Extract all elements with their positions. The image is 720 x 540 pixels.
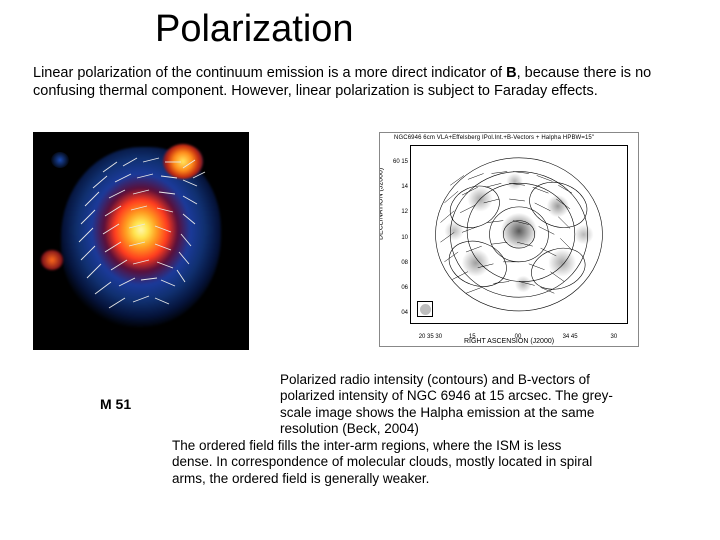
ngc-y-tick: 14 [401,184,408,190]
ngc-x-tick: 15 [469,334,476,340]
ngc-plot-area [410,145,628,324]
ngc-y-tick: 06 [401,285,408,291]
ngc-x-axis-label: RIGHT ASCENSION (J2000) [464,338,554,345]
ngc-x-tick: 30 [611,334,618,340]
m51-label: M 51 [100,396,131,412]
ngc-y-tick: 60 15 [393,159,408,165]
m51-polarization-vectors [33,132,249,350]
ngc-x-tick: 00 [515,334,522,340]
caption-line-3: scale image shows the Halpha emission at… [172,405,692,421]
ngc-plot-header: NGC6946 6cm VLA+Effelsberg IPol.Int.+B-V… [394,135,594,141]
intro-bold-B: B [506,65,516,81]
ngc-x-tick: 34 45 [563,334,578,340]
caption-line-5: The ordered field fills the inter-arm re… [172,438,692,454]
figures-row: NGC6946 6cm VLA+Effelsberg IPol.Int.+B-V… [33,132,639,350]
figure-ngc6946: NGC6946 6cm VLA+Effelsberg IPol.Int.+B-V… [379,132,639,347]
figure-m51 [33,132,249,350]
slide-title: Polarization [155,8,354,51]
ngc-y-tick: 08 [401,260,408,266]
ngc-beam-indicator [417,301,433,317]
caption-line-6: dense. In correspondence of molecular cl… [172,454,692,470]
ngc-y-tick: 12 [401,209,408,215]
caption-line-2: polarized intensity of NGC 6946 at 15 ar… [172,388,692,404]
ngc-contours-and-vectors [411,146,627,323]
caption-line-4: resolution (Beck, 2004) [172,421,692,437]
intro-text-1: Linear polarization of the continuum emi… [33,65,506,81]
ngc-x-tick: 20 35 30 [419,334,442,340]
ngc-y-tick: 04 [401,310,408,316]
caption-line-7: arms, the ordered field is generally wea… [172,471,692,487]
ngc-y-tick: 10 [401,235,408,241]
intro-paragraph: Linear polarization of the continuum emi… [33,64,693,100]
figure-caption: Polarized radio intensity (contours) and… [172,372,692,487]
ngc-y-axis-label: DECLINATION (J2000) [379,167,385,239]
caption-line-1: Polarized radio intensity (contours) and… [172,372,692,388]
